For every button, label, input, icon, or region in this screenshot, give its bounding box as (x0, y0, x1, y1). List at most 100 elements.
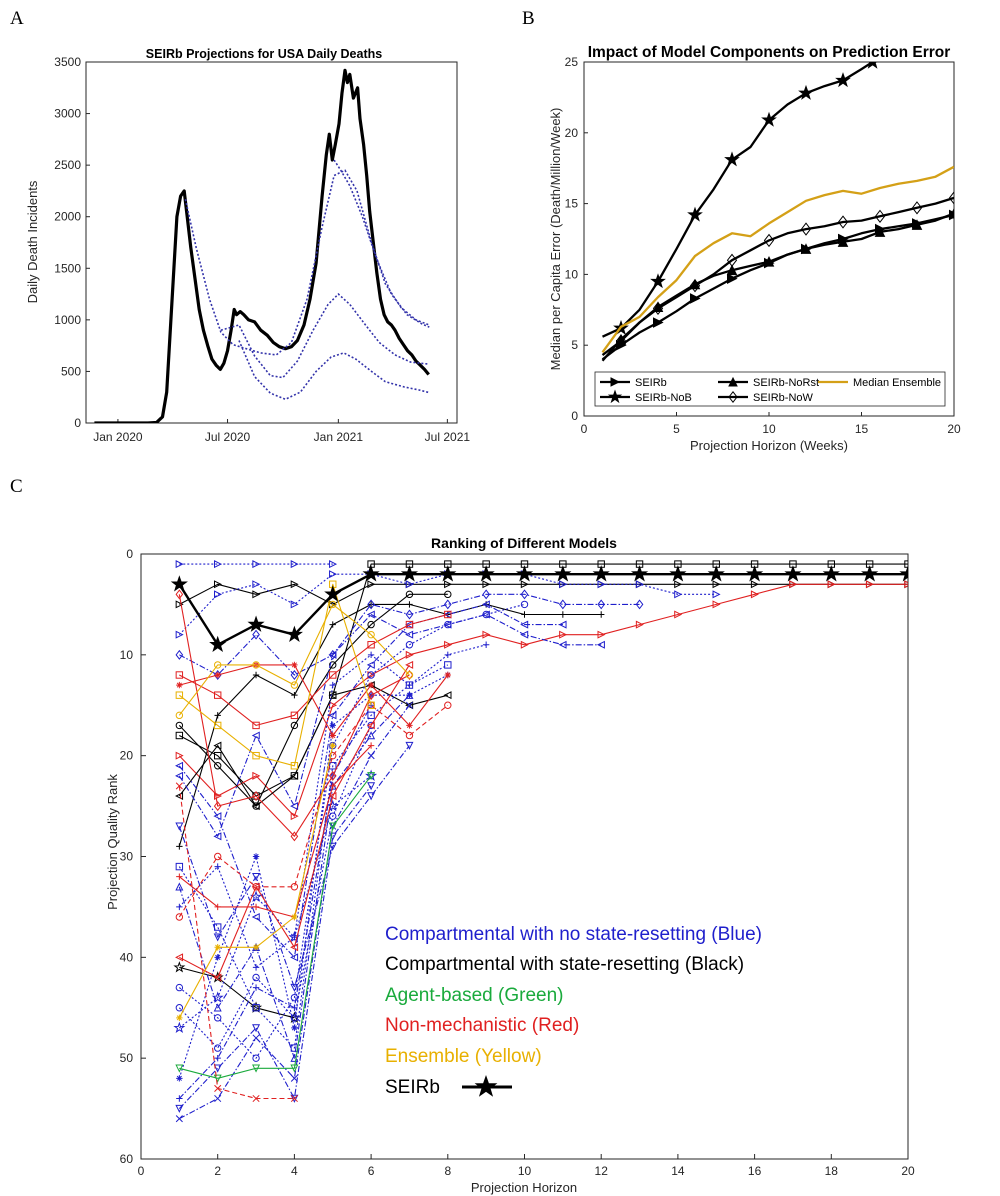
panel-label-a: A (10, 8, 24, 29)
panel-c-model-marker (290, 771, 299, 780)
panel-c-model-marker (366, 660, 375, 669)
panel-c-model-marker (175, 630, 184, 639)
panel-c-model-line-blue (178, 705, 372, 1099)
panel-c-model-marker (214, 1094, 222, 1103)
panel-c-model-marker (367, 630, 375, 639)
panel-b-marker-seirb (690, 293, 701, 304)
panel-c-model-marker (214, 762, 222, 770)
panel-c-model-marker (175, 711, 184, 720)
panel-c-model-marker (326, 799, 339, 812)
panel-c-legend-label: Compartmental with state-resetting (Blac… (385, 954, 744, 975)
panel-c-model-marker (175, 600, 184, 609)
panel-c-model-marker (596, 640, 605, 649)
panel-c-model-marker (443, 691, 452, 700)
panel-c-model-marker (176, 1075, 183, 1082)
panel-c-seirb-marker (707, 565, 725, 582)
panel-a-title: SEIRb Projections for USA Daily Deaths (146, 47, 382, 61)
panel-a-ytick-label: 1000 (54, 313, 81, 327)
panel-c-model-marker (367, 701, 375, 709)
panel-c-model-marker (444, 661, 452, 669)
panel-c-model-marker (290, 1094, 298, 1103)
panel-c-model-line-red (179, 664, 410, 979)
panel-c-model-marker (290, 883, 299, 891)
panel-c-model-marker (405, 620, 414, 629)
panel-b-marker-seirb-nob (867, 62, 878, 69)
panel-c-model-marker (598, 611, 605, 618)
panel-c-model-marker (214, 1014, 222, 1022)
panel-c-model-marker (291, 691, 298, 699)
panel-c-model-marker (367, 641, 375, 649)
panel-c-model-line-blue (178, 644, 487, 968)
panel-c-model-marker (405, 609, 414, 620)
panel-c-model-marker (520, 620, 529, 629)
panel-c-seirb-marker (477, 565, 495, 582)
panel-c-model-marker (175, 691, 184, 699)
panel-b-legend-marker (728, 376, 738, 387)
panel-c-model-marker (175, 983, 184, 992)
panel-b-line-seirb-norst (601, 212, 954, 362)
panel-c-model-marker (214, 671, 221, 679)
panel-c-seirb-marker (630, 565, 649, 582)
panel-c-model-marker (175, 721, 184, 730)
panel-b-marker-seirb-now (615, 334, 627, 348)
panel-c-model-line-black (179, 583, 908, 605)
panel-c-model-marker (252, 973, 260, 982)
panel-c-model-marker (290, 993, 299, 1002)
panel-c-model-marker (176, 903, 183, 911)
panel-b-xtick-label: 0 (581, 422, 588, 436)
panel-b-marker-seirb-now (726, 253, 738, 267)
panel-c-model-marker (290, 943, 299, 952)
panel-c-model-line-black (178, 603, 602, 847)
panel-b-marker-seirb-norst (948, 207, 954, 219)
panel-b-marker-seirb-now (837, 215, 849, 229)
panel-c-model-line-blue (178, 603, 525, 1059)
panel-c-model-marker (405, 690, 414, 699)
panel-c-model-line-red (179, 664, 449, 737)
panel-a-ylabel: Daily Death Incidents (25, 180, 40, 303)
panel-c-model-marker (482, 630, 491, 639)
panel-c-model-marker (291, 661, 298, 669)
panel-b-line-seirb-now (601, 196, 954, 357)
panel-c-model-marker (252, 629, 260, 640)
panel-c-model-marker (290, 1014, 299, 1022)
panel-label-b: B (522, 8, 535, 29)
panel-b-marker-seirb-norst (874, 226, 886, 237)
panel-c-model-marker (367, 671, 375, 679)
panel-c-model-marker (520, 630, 529, 639)
panel-c-model-marker (329, 812, 337, 820)
panel-c-model-marker (329, 732, 336, 739)
panel-c-model-line-yellow (178, 603, 410, 716)
panel-c-legend-label: SEIRb (385, 1077, 440, 1098)
panel-c-model-marker (290, 670, 299, 680)
panel-c-seirb-marker (554, 565, 572, 582)
panel-c-model-marker (559, 599, 567, 610)
panel-b-marker-seirb-now (763, 233, 775, 248)
panel-c-model-marker (443, 599, 452, 610)
panel-c-model-marker (444, 651, 451, 659)
panel-a-ytick-label: 3000 (54, 107, 81, 121)
panel-c-model-marker (367, 731, 376, 740)
panel-c-model-marker (520, 640, 529, 649)
panel-a-xtick-label: Jul 2020 (205, 430, 251, 444)
panel-c-model-marker (405, 701, 414, 710)
panel-c-model-marker (214, 1084, 222, 1092)
panel-b-marker-seirb (653, 317, 664, 328)
panel-b-xtick-label: 5 (673, 422, 680, 436)
panel-c-seirb-marker (861, 565, 879, 582)
panel-b-legend-marker (728, 390, 738, 404)
panel-c-seirb-marker (439, 565, 457, 582)
panel-c-model-marker (252, 903, 260, 911)
panel-c-model-marker (214, 923, 222, 931)
panel-c-model-marker (175, 822, 184, 831)
panel-a-xtick-label: Jul 2021 (425, 430, 471, 444)
panel-c-ytick-label: 50 (120, 1051, 134, 1065)
panel-c-model-marker (481, 600, 490, 609)
panel-c-xtick-label: 16 (748, 1164, 762, 1178)
panel-c-xtick-label: 2 (214, 1164, 221, 1178)
panel-c-model-marker (444, 671, 451, 679)
panel-c: Ranking of Different Models 010203040506… (105, 535, 915, 1195)
panel-c-model-marker (251, 731, 260, 740)
panel-c-model-line-red (178, 745, 372, 918)
panel-b-marker-seirb-nob (835, 72, 851, 88)
panel-c-model-marker (406, 691, 413, 699)
